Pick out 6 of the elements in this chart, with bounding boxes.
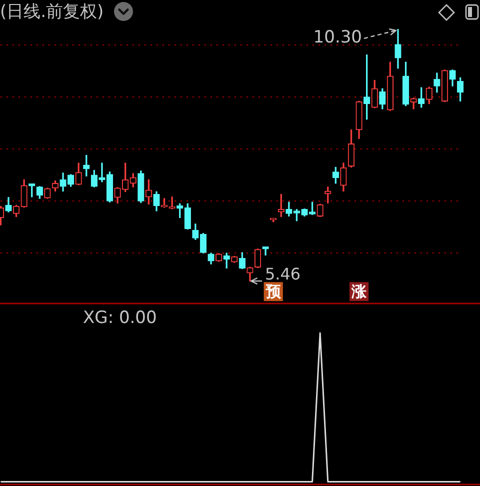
- data-label: 涨: [350, 282, 368, 300]
- data-label: 预: [264, 282, 282, 300]
- chart-title: (日线.前复权): [0, 0, 104, 22]
- annotation: 10.30: [313, 28, 362, 48]
- annotation: 5.46: [264, 264, 301, 284]
- chart-title: XG: 0.00: [83, 308, 157, 328]
